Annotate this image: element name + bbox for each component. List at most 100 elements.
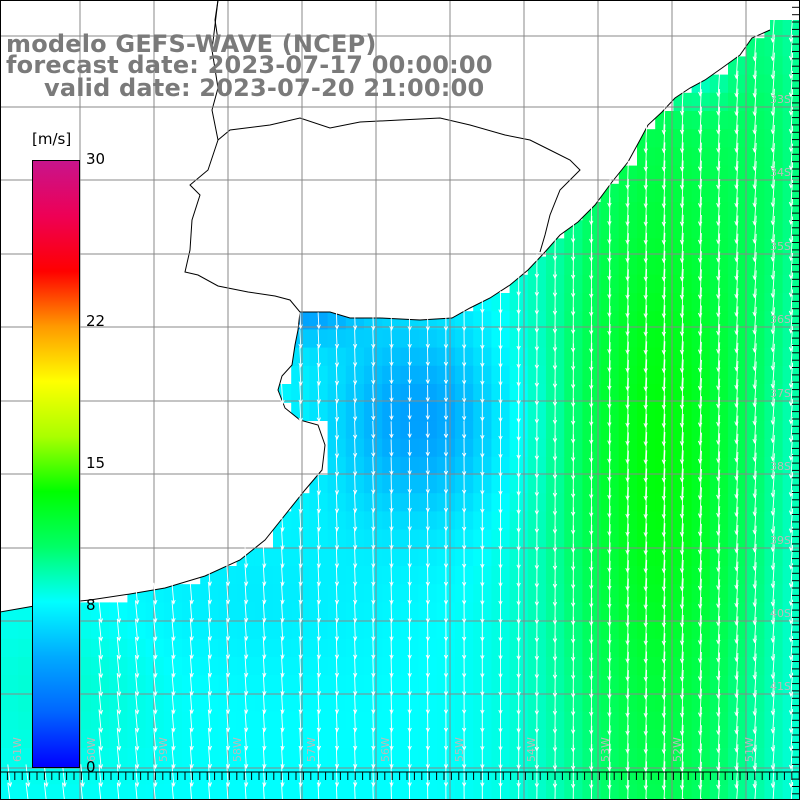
wind-arrow bbox=[643, 486, 648, 519]
wind-arrow bbox=[607, 524, 612, 555]
wind-arrow bbox=[298, 400, 303, 423]
wind-arrow bbox=[334, 492, 340, 514]
wind-arrow bbox=[643, 669, 648, 700]
wind-arrow bbox=[643, 724, 648, 755]
wind-arrow bbox=[352, 474, 358, 495]
wind-arrow bbox=[661, 559, 666, 592]
wind-arrow bbox=[334, 474, 340, 496]
wind-arrow bbox=[754, 781, 757, 800]
wind-arrow bbox=[135, 600, 140, 624]
wind-arrow bbox=[352, 347, 358, 368]
wind-arrow bbox=[643, 196, 648, 227]
longitude-label: 51W bbox=[743, 737, 756, 762]
wind-arrow bbox=[443, 439, 449, 458]
wind-arrow bbox=[645, 779, 648, 800]
wind-arrow bbox=[353, 528, 358, 550]
latitude-label: 40S bbox=[770, 607, 791, 620]
wind-arrow bbox=[135, 618, 140, 642]
wind-arrow bbox=[334, 564, 340, 587]
wind-arrow bbox=[334, 619, 340, 642]
wind-arrow bbox=[607, 342, 612, 373]
wind-arrow bbox=[352, 365, 358, 386]
wind-arrow bbox=[407, 403, 412, 421]
wind-speed-cell bbox=[0, 693, 19, 713]
wind-arrow bbox=[353, 709, 358, 733]
wind-arrow bbox=[663, 779, 666, 800]
wind-arrow bbox=[389, 510, 394, 532]
wind-arrow bbox=[625, 395, 630, 428]
wind-arrow bbox=[554, 781, 556, 800]
wind-arrow bbox=[334, 311, 340, 330]
wind-arrow bbox=[98, 727, 104, 752]
longitude-label: 60W bbox=[85, 737, 98, 762]
wind-arrow bbox=[643, 377, 648, 410]
wind-arrow bbox=[298, 364, 303, 387]
wind-arrow bbox=[98, 782, 102, 800]
wind-arrow bbox=[371, 420, 376, 440]
forecast-date: forecast date: 2023-07-17 00:00:00 bbox=[6, 51, 493, 79]
wind-arrow bbox=[334, 546, 340, 569]
wind-arrow bbox=[643, 250, 648, 282]
wind-arrow bbox=[425, 347, 430, 367]
wind-arrow bbox=[609, 780, 611, 800]
wind-arrow bbox=[407, 457, 412, 476]
border-line bbox=[214, 0, 219, 41]
wind-arrow bbox=[116, 746, 122, 770]
wind-arrow bbox=[625, 596, 630, 628]
wind-arrow bbox=[335, 782, 338, 800]
colorbar-tick-label: 8 bbox=[86, 595, 96, 614]
wind-arrow bbox=[98, 636, 104, 661]
wind-arrow bbox=[353, 601, 358, 623]
latitude-label: 35S bbox=[770, 240, 791, 253]
wind-arrow bbox=[625, 450, 630, 483]
wind-arrow bbox=[371, 746, 376, 769]
wind-arrow bbox=[371, 619, 376, 642]
wind-arrow bbox=[280, 601, 285, 623]
wind-arrow bbox=[443, 366, 449, 385]
wind-arrow bbox=[625, 468, 630, 501]
wind-arrow bbox=[425, 457, 430, 476]
wind-speed-cell bbox=[0, 638, 19, 658]
wind-arrow bbox=[135, 582, 140, 605]
wind-arrow bbox=[116, 673, 122, 697]
wind-arrow bbox=[425, 421, 430, 439]
wind-arrow bbox=[625, 505, 630, 537]
wind-arrow bbox=[625, 287, 630, 318]
wind-arrow bbox=[643, 633, 648, 664]
wind-arrow bbox=[625, 487, 630, 519]
colorbar-tick-label: 30 bbox=[86, 150, 106, 168]
wind-arrow bbox=[389, 637, 394, 660]
wind-arrow bbox=[353, 582, 358, 605]
colorbar-tick-label: 0 bbox=[86, 758, 96, 776]
wind-arrow bbox=[371, 546, 376, 569]
wind-arrow bbox=[625, 341, 630, 373]
wind-arrow bbox=[643, 124, 648, 154]
wind-arrow bbox=[316, 364, 321, 386]
wind-arrow bbox=[352, 383, 358, 404]
wind-arrow bbox=[353, 655, 358, 678]
coastline-north bbox=[300, 29, 771, 321]
wind-arrow bbox=[135, 727, 140, 751]
wind-arrow bbox=[625, 724, 630, 754]
wind-arrow bbox=[352, 420, 358, 440]
wind-arrow bbox=[389, 384, 394, 403]
wind-arrow bbox=[371, 728, 376, 751]
wind-arrow bbox=[607, 305, 612, 336]
wind-arrow bbox=[334, 510, 340, 532]
wind-arrow bbox=[643, 178, 648, 209]
wind-arrow bbox=[389, 492, 394, 513]
colorbar-tick-label: 22 bbox=[86, 312, 106, 331]
wind-arrow bbox=[389, 728, 394, 751]
wind-arrow bbox=[316, 492, 321, 514]
wind-arrow bbox=[226, 782, 229, 800]
wind-arrow bbox=[334, 637, 340, 660]
wind-arrow bbox=[280, 382, 285, 405]
wind-arrow bbox=[389, 366, 394, 385]
wind-arrow bbox=[116, 727, 122, 752]
wind-arrow bbox=[371, 347, 376, 367]
wind-arrow bbox=[298, 582, 303, 605]
wind-arrow bbox=[607, 378, 612, 409]
wind-arrow bbox=[334, 383, 340, 404]
wind-arrow bbox=[443, 347, 449, 367]
